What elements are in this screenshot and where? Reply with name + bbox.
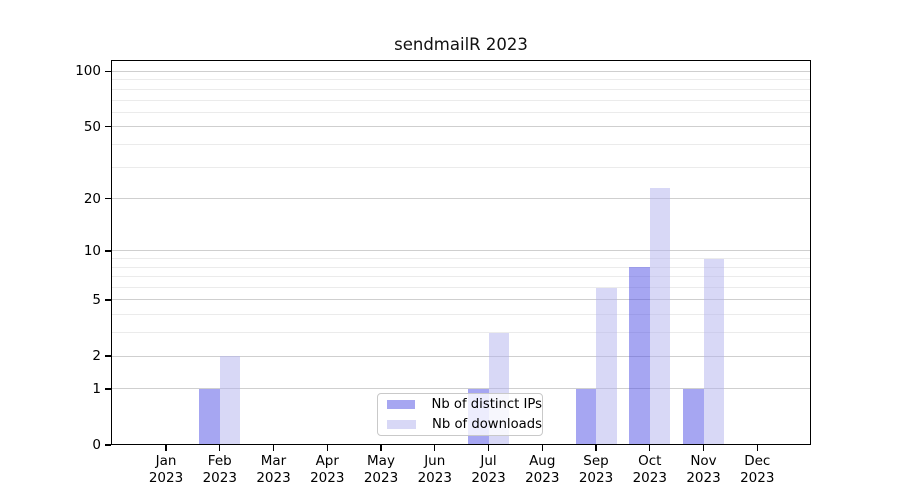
legend: Nb of distinct IPs Nb of downloads <box>377 393 543 436</box>
gridline-minor <box>111 166 811 168</box>
y-tick-label: 2 <box>92 348 101 365</box>
x-tick <box>434 445 436 451</box>
gridline-minor <box>111 287 811 289</box>
gridline-major <box>111 250 811 252</box>
x-tick-label-oct: Oct 2023 <box>632 453 667 486</box>
y-tick <box>105 250 111 252</box>
x-tick-label-jan: Jan 2023 <box>148 453 184 486</box>
x-tick-label-nov: Nov 2023 <box>686 453 721 486</box>
x-tick <box>702 445 705 451</box>
gridline-minor <box>111 88 811 90</box>
gridline-major <box>111 126 811 128</box>
bar-downloads-feb <box>219 356 241 445</box>
y-tick <box>105 70 111 73</box>
y-tick-label: 5 <box>92 291 101 308</box>
gridline-minor <box>111 314 811 316</box>
bar-downloads-oct <box>649 187 671 445</box>
x-tick-label-aug: Aug 2023 <box>525 453 560 486</box>
gridline-major <box>111 388 811 390</box>
x-tick-label-sep: Sep 2023 <box>578 453 614 486</box>
x-tick <box>649 445 651 451</box>
gridline-minor <box>111 276 811 278</box>
x-tick <box>756 445 758 451</box>
y-tick-label: 10 <box>83 242 101 259</box>
gridline-major <box>111 355 811 357</box>
x-tick <box>380 445 382 451</box>
bar-distinct-ips-sep <box>575 388 596 445</box>
x-tick-label-mar: Mar 2023 <box>256 453 291 486</box>
bar-downloads-sep <box>596 287 617 445</box>
bar-distinct-ips-nov <box>683 388 704 445</box>
bar-distinct-ips-feb <box>199 388 220 445</box>
x-tick-label-apr: Apr 2023 <box>310 453 345 486</box>
x-tick-label-may: May 2023 <box>363 453 399 486</box>
x-tick-label-jun: Jun 2023 <box>417 453 452 486</box>
gridline-major <box>111 299 811 301</box>
x-tick-label-jul: Jul 2023 <box>471 453 506 486</box>
y-tick-label: 100 <box>75 63 101 80</box>
bar-downloads-nov <box>703 258 724 445</box>
legend-swatch-downloads <box>387 420 417 429</box>
x-tick <box>487 445 490 451</box>
x-tick <box>272 445 275 451</box>
bar-distinct-ips-oct <box>629 267 650 445</box>
gridline-minor <box>111 258 811 260</box>
y-tick-label: 50 <box>83 118 101 135</box>
x-tick <box>326 445 328 451</box>
x-tick <box>541 445 543 451</box>
x-tick-label-dec: Dec 2023 <box>740 453 775 486</box>
gridline-minor <box>111 332 811 334</box>
legend-label-downloads: Nb of downloads <box>432 417 542 432</box>
gridline-minor <box>111 143 811 145</box>
gridline-minor <box>111 111 811 113</box>
gridline-minor <box>111 99 811 101</box>
legend-label-distinct-ips: Nb of distinct IPs <box>431 397 542 412</box>
chart-title: sendmailR 2023 <box>394 35 528 54</box>
legend-item-distinct-ips: Nb of distinct IPs <box>387 396 542 413</box>
y-tick <box>105 444 111 446</box>
y-tick <box>105 126 111 128</box>
x-tick-label-feb: Feb 2023 <box>202 453 237 486</box>
x-tick <box>219 445 221 451</box>
gridline-major <box>111 70 811 72</box>
legend-swatch-distinct-ips <box>387 400 416 409</box>
x-tick <box>595 445 597 451</box>
gridline-major <box>111 198 811 200</box>
gridline-minor <box>111 79 811 81</box>
plot-area: Nb of distinct IPs Nb of downloads <box>111 60 811 445</box>
gridline-minor <box>111 266 811 268</box>
y-tick <box>105 388 111 390</box>
x-tick <box>165 445 167 451</box>
y-tick-label: 0 <box>92 437 101 453</box>
y-tick-label: 1 <box>92 380 101 397</box>
y-tick-label: 20 <box>83 190 101 207</box>
legend-item-downloads: Nb of downloads <box>387 416 542 433</box>
y-tick <box>105 299 111 301</box>
y-tick <box>105 355 111 357</box>
y-tick <box>105 197 111 200</box>
